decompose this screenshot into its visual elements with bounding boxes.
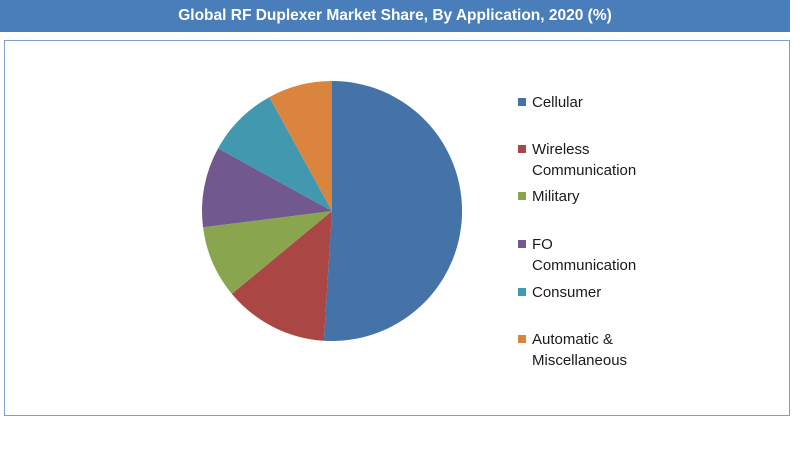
legend-label-fo: FO [532, 236, 553, 253]
pie-slice-wireless-communication [231, 211, 332, 341]
legend-label-military: Military [532, 188, 580, 205]
pie-slice-military [203, 211, 332, 294]
legend-label-wireless: Wireless [532, 141, 590, 158]
pie-slice-automatic-miscellaneous [269, 80, 332, 211]
legend-label-communication: Communication [532, 162, 637, 179]
legend-label-cellular: Cellular [532, 94, 583, 111]
legend-swatch-consumer [518, 288, 526, 296]
chart-title: Global RF Duplexer Market Share, By Appl… [178, 7, 612, 24]
legend-swatch-cellular [518, 98, 526, 106]
legend-swatch-military [518, 192, 526, 200]
legend-swatch-fo-communication [518, 240, 526, 248]
pie-slice-cellular [323, 80, 463, 341]
legend-swatch-automatic-miscellaneous [518, 335, 526, 343]
legend-label-fo-communication: Communication [532, 257, 637, 274]
chart-title-bar: Global RF Duplexer Market Share, By Appl… [0, 0, 790, 32]
legend-swatch-wireless-communication [518, 145, 526, 153]
pie-slice-fo-communication [202, 148, 332, 228]
legend-label-automatic: Automatic & [532, 331, 613, 348]
pie-slice-consumer [218, 97, 332, 211]
pie-slices [202, 80, 463, 341]
legend-label-miscellaneous: Miscellaneous [532, 352, 628, 369]
legend-label-consumer: Consumer [532, 284, 602, 301]
